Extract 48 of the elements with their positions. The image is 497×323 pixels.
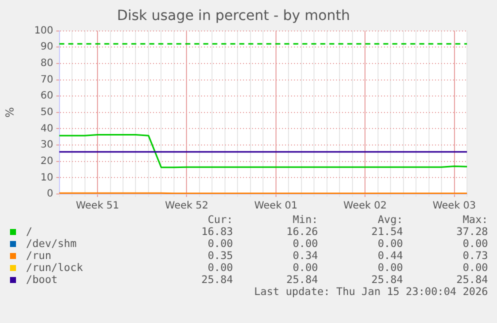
text: 0.00 (206, 238, 233, 250)
text: 0.34 (292, 250, 318, 262)
x-tick-label: Week 03 (432, 200, 476, 212)
legend-label: /boot (26, 274, 59, 286)
text: Avg: (376, 214, 403, 226)
text: 0.00 (462, 238, 488, 250)
text: 0.00 (292, 238, 318, 250)
x-tick-label: Week 52 (165, 200, 208, 212)
x-tick-label: Week 01 (254, 200, 298, 212)
y-tick-label: 80 (40, 58, 54, 70)
legend-label: /dev/shm (26, 238, 78, 250)
y-tick-label: 40 (40, 123, 54, 134)
y-axis-title: % (3, 107, 16, 118)
y-tick-label: 20 (40, 156, 54, 167)
y-tick-label: 60 (40, 90, 54, 102)
text: Max: (462, 214, 488, 226)
y-tick-label: 100 (34, 25, 54, 36)
text: 0.00 (376, 262, 403, 274)
text: 0.35 (206, 250, 233, 262)
legend-label: /run (26, 250, 52, 262)
y-tick-label: 0 (46, 188, 54, 200)
text: 0.00 (292, 262, 318, 274)
x-tick-label: Week 51 (76, 200, 120, 212)
text: 0.44 (376, 250, 403, 262)
y-tick-label: 90 (40, 42, 54, 53)
text: 16.26 (285, 226, 318, 238)
y-tick-label: 70 (40, 74, 54, 86)
chart-title: Disk usage in percent - by month (116, 8, 350, 24)
text: 25.84 (285, 274, 318, 286)
text: Cur: (206, 214, 233, 226)
text: 16.83 (200, 226, 233, 238)
text: 0.73 (462, 250, 488, 262)
legend-label: / (26, 226, 34, 238)
text: 0.00 (206, 262, 233, 274)
text: Last update: Thu Jan 15 23:00:04 2026 (253, 286, 488, 298)
text: 25.84 (200, 274, 233, 286)
text: 37.28 (455, 226, 488, 238)
text: 25.84 (455, 274, 488, 286)
y-tick-label: 50 (40, 106, 54, 118)
text: 25.84 (370, 274, 403, 286)
legend-label: /run/lock (26, 262, 84, 274)
y-tick-label: 10 (40, 172, 54, 184)
text: Min: (292, 214, 318, 226)
text: 0.00 (462, 262, 488, 274)
text: 0.00 (376, 238, 403, 250)
y-tick-label: 30 (40, 140, 54, 151)
text: 21.54 (370, 226, 403, 238)
x-tick-label: Week 02 (343, 200, 387, 212)
